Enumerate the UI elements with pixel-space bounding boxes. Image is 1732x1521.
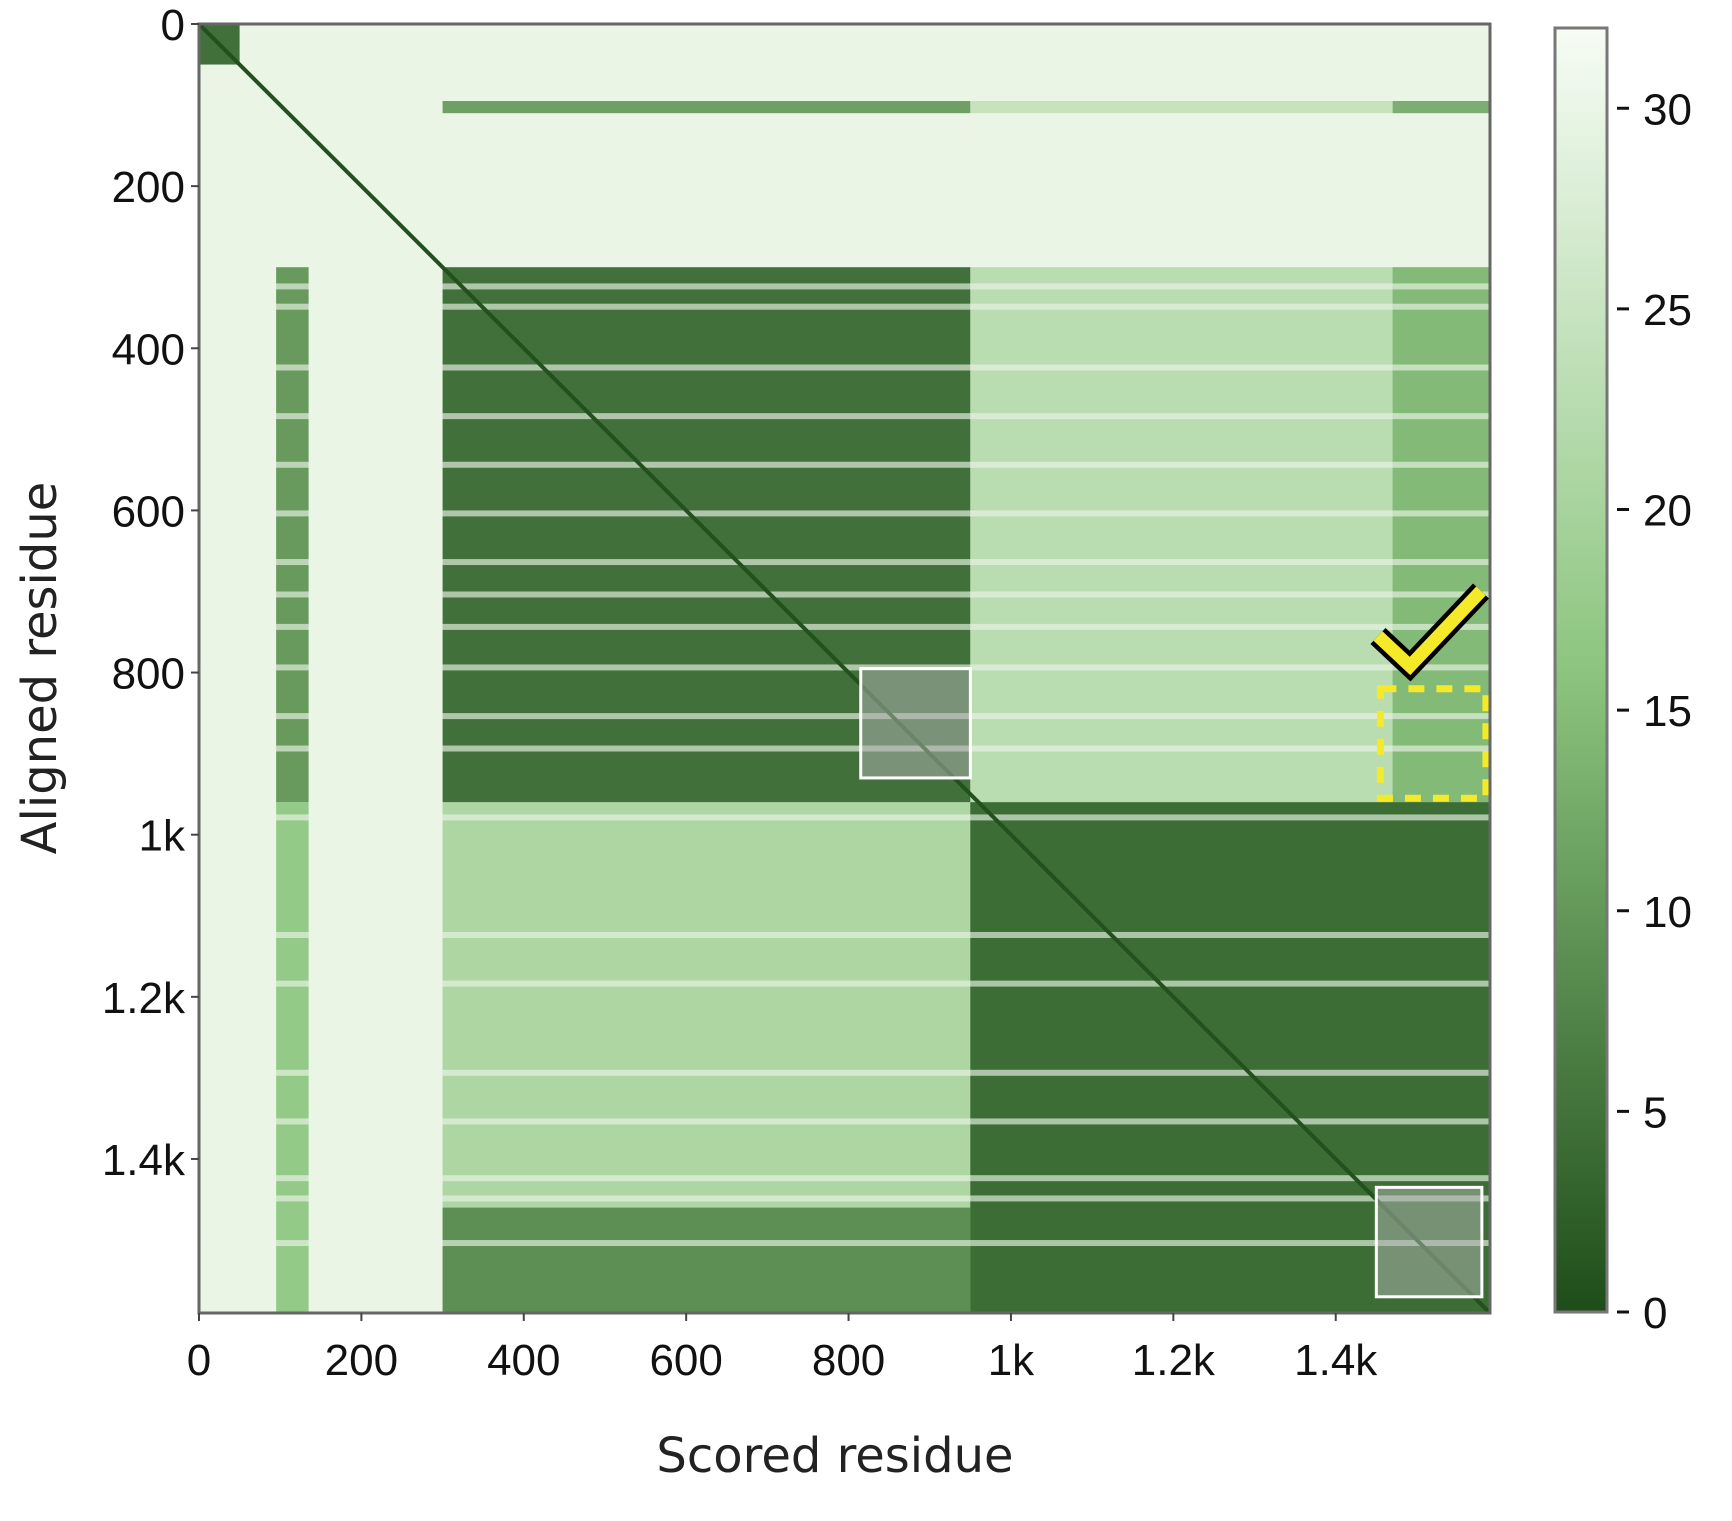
heatmap-stripe-3 [199, 413, 1490, 420]
heatmap-stripe-0 [199, 283, 1490, 290]
heatmap-stripe-17 [199, 1175, 1490, 1182]
heatmap-stripe-15 [199, 1069, 1490, 1076]
heatmap-stripe-5 [199, 510, 1490, 517]
heatmap-stripe-4 [199, 461, 1490, 468]
y-tick-label: 0 [161, 1, 185, 50]
y-axis-ticks: 0 200 400 600 800 1k 1.2k 1.4k [102, 1, 199, 1185]
heatmap-region-2 [1392, 101, 1490, 114]
x-axis-title: Scored residue [656, 1428, 1013, 1484]
heatmap-region-10 [442, 1207, 971, 1313]
colorbar-tick-label: 20 [1643, 487, 1692, 536]
heatmap-stripe-10 [199, 713, 1490, 720]
heatmap-stripe-19 [199, 1240, 1490, 1247]
colorbar-tick-label: 0 [1643, 1289, 1667, 1338]
colorbar-tick-label: 10 [1643, 888, 1692, 937]
colorbar [1553, 26, 1609, 1314]
heatmap-stripe-2 [199, 364, 1490, 371]
heatmap-stripe-18 [199, 1195, 1490, 1202]
colorbar-tick-label: 5 [1643, 1088, 1667, 1137]
x-tick-label: 1k [988, 1336, 1035, 1385]
y-tick-label: 1.4k [102, 1136, 186, 1185]
y-tick-label: 1k [139, 812, 186, 861]
highlight-box-3 [1376, 685, 1490, 802]
y-axis-title: Aligned residue [12, 482, 68, 855]
x-axis-ticks: 0 200 400 600 800 1k 1.2k 1.4k [187, 1313, 1378, 1385]
heatmap-stripe-14 [199, 980, 1490, 987]
heatmap-region-8 [1392, 267, 1490, 803]
y-tick-label: 800 [112, 650, 185, 699]
y-tick-label: 200 [112, 163, 185, 212]
colorbar-tick-label: 15 [1643, 687, 1692, 736]
colorbar-tick-label: 30 [1643, 85, 1692, 134]
heatmap-stripe-16 [199, 1118, 1490, 1125]
heatmap-stripe-7 [199, 591, 1490, 598]
heatmap-cells [199, 24, 1490, 1313]
heatmap-stripe-11 [199, 745, 1490, 752]
colorbar-tick-label: 25 [1643, 286, 1692, 335]
colorbar-ticks: 0 5 10 15 20 25 30 [1617, 85, 1692, 1338]
y-tick-label: 1.2k [102, 974, 186, 1023]
heatmap-diagonal [199, 24, 1490, 1313]
checkmark-icon [1373, 586, 1486, 676]
x-tick-label: 400 [487, 1336, 560, 1385]
heatmap-stripe-12 [199, 814, 1490, 821]
heatmap-region-3 [970, 101, 1393, 114]
x-tick-label: 1.2k [1132, 1336, 1216, 1385]
x-tick-label: 0 [187, 1336, 211, 1385]
x-tick-label: 600 [649, 1336, 722, 1385]
x-tick-label: 800 [812, 1336, 885, 1385]
heatmap-region-1 [442, 101, 971, 114]
heatmap-region-5 [276, 802, 309, 1313]
heatmap-stripe-1 [199, 303, 1490, 310]
heatmap-stripe-6 [199, 559, 1490, 566]
x-tick-label: 200 [325, 1336, 398, 1385]
heatmap-region-4 [276, 267, 309, 803]
heatmap-stripe-8 [199, 623, 1490, 630]
heatmap-stripe-13 [199, 931, 1490, 938]
highlight-boxes [859, 667, 1490, 1299]
highlight-box-1 [859, 667, 972, 780]
x-tick-label: 1.4k [1294, 1336, 1378, 1385]
highlight-box-2 [1374, 1185, 1484, 1299]
plot-frame [197, 22, 1492, 1315]
y-tick-label: 600 [112, 487, 185, 536]
y-tick-label: 400 [112, 325, 185, 374]
